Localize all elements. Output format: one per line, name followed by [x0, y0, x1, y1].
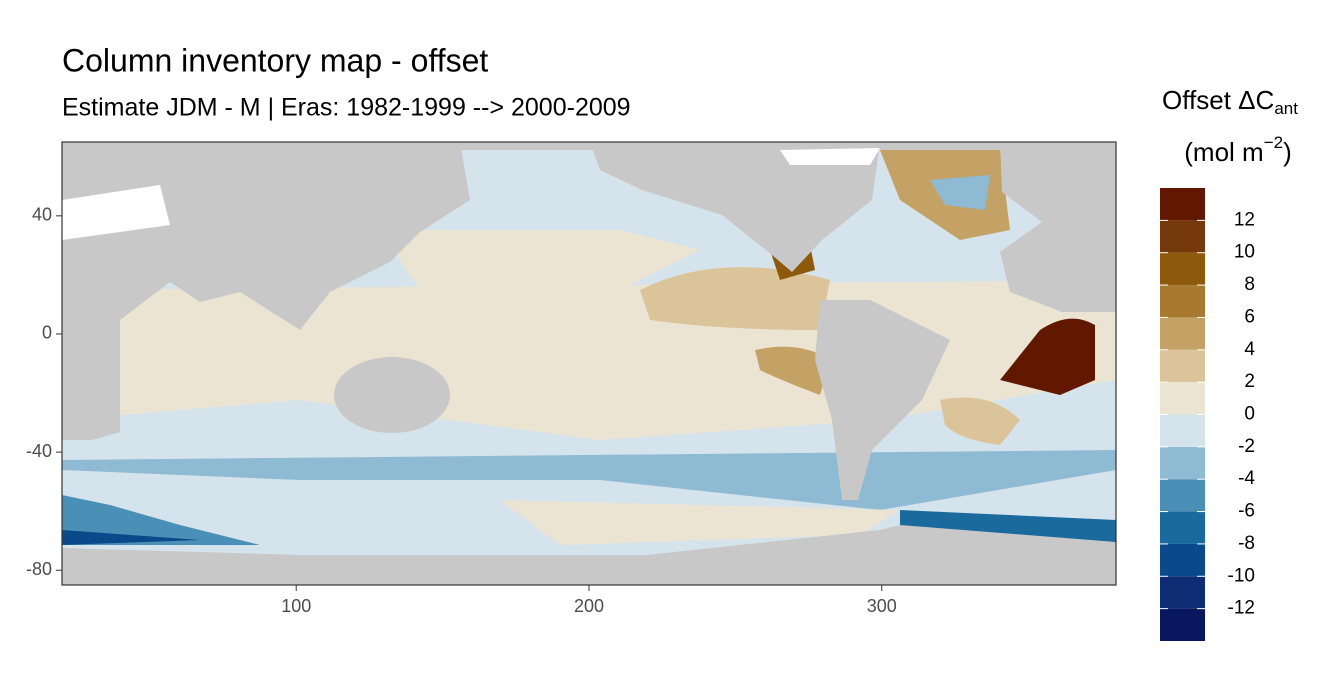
legend: Offset ΔCant (mol m−2) -12 -10 -8 -6 -4 -2 0 2 4… [1160, 85, 1298, 641]
legend-label: 10 [1234, 242, 1255, 263]
land [815, 300, 950, 500]
legend-swatch [1160, 576, 1205, 609]
legend-label: -10 [1228, 565, 1255, 586]
legend-title-text: Offset ΔC [1162, 85, 1274, 115]
legend-label: 4 [1244, 339, 1255, 360]
legend-swatch [1160, 543, 1205, 577]
legend-swatch [1160, 382, 1205, 415]
y-tick-label: 40 [32, 205, 52, 225]
land [590, 142, 880, 272]
patch [1000, 318, 1095, 395]
patch [930, 175, 990, 210]
legend-swatch [1160, 285, 1205, 318]
legend-label: 0 [1244, 404, 1255, 425]
land [1000, 142, 1116, 312]
legend-label: -2 [1238, 436, 1255, 457]
legend-swatch [1160, 349, 1205, 383]
legend-label: 6 [1244, 306, 1255, 327]
legend-label: 8 [1244, 274, 1255, 295]
patch [900, 510, 1116, 545]
legend-swatch [1160, 511, 1205, 544]
legend-swatch [1160, 317, 1205, 350]
legend-title-subscript: ant [1274, 99, 1298, 118]
land [334, 357, 450, 433]
patch [62, 495, 260, 545]
legend-unit-superscript: −2 [1264, 133, 1283, 152]
x-tick-label: 300 [867, 596, 897, 616]
legend-label: -4 [1238, 468, 1255, 489]
patch [755, 346, 830, 395]
legend-swatch [1160, 608, 1205, 641]
legend-label: -6 [1238, 501, 1255, 522]
legend-swatch [1160, 414, 1205, 447]
legend-unit-close: ) [1283, 137, 1292, 167]
y-tick-label: 0 [42, 323, 52, 343]
patch [380, 230, 700, 300]
patch [500, 500, 900, 545]
legend-swatch [1160, 479, 1205, 512]
y-tick-label: -40 [26, 441, 52, 461]
patch [640, 267, 830, 330]
legend-label: -8 [1238, 533, 1255, 554]
legend-title: Offset ΔCant [1162, 85, 1298, 119]
legend-swatch [1160, 220, 1205, 253]
legend-unit: (mol m−2) [1184, 133, 1292, 166]
x-tick-label: 200 [574, 596, 604, 616]
legend-swatch [1160, 446, 1205, 480]
legend-unit-text: (mol m [1184, 137, 1263, 167]
legend-label: -12 [1228, 598, 1255, 619]
patch [62, 530, 200, 545]
no-data [62, 185, 170, 240]
x-tick-label: 100 [281, 596, 311, 616]
no-data [780, 148, 880, 165]
map-panel [62, 142, 1116, 585]
land [62, 525, 1116, 585]
land [62, 142, 1116, 585]
legend-swatch [1160, 188, 1205, 221]
chart-subtitle: Estimate JDM - M | Eras: 1982-1999 --> 2… [62, 94, 631, 122]
patch [940, 397, 1020, 445]
chart-title: Column inventory map - offset [62, 42, 488, 78]
legend-swatch [1160, 252, 1205, 286]
y-tick-label: -80 [26, 559, 52, 579]
legend-label: 2 [1244, 371, 1255, 392]
legend-label: 12 [1234, 209, 1255, 230]
